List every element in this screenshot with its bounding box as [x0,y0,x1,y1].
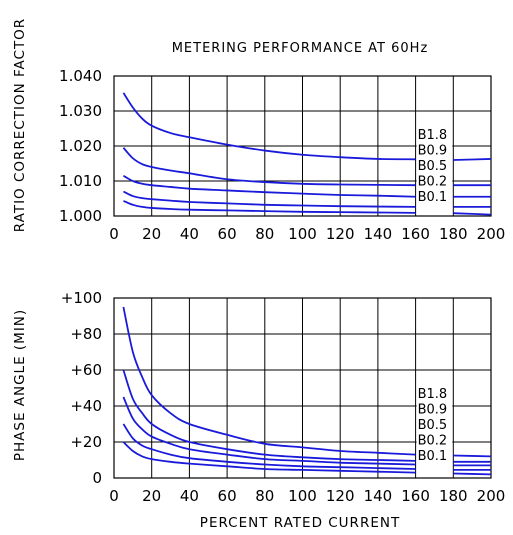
phase-legend-background [416,385,453,477]
ratio-correction-plot: 0 20 40 60 80 100 120 140 160 180 200 1.000 1.010 1.0… [59,67,505,243]
ratio-y-tick-label: 1.010 [59,172,102,190]
phase-series-line-B18-tail [453,454,492,458]
ratio-series-line-B09 [122,147,416,187]
phase-series-line-B02 [122,423,416,470]
phase-y-tick-label: +40 [70,397,102,415]
phase-series-line-B01 [122,441,416,474]
x-axis-label: PERCENT RATED CURRENT [200,515,400,531]
phase-x-tick-label: 100 [288,487,317,505]
chart-title: METERING PERFORMANCE AT 60Hz [172,41,429,56]
phase-x-tick-label: 40 [180,487,199,505]
phase-legend-label: B0.1 [418,449,448,464]
ratio-correction-y-label: RATIO CORRECTION FACTOR [12,18,28,232]
phase-series-line-B01-tail [453,472,492,476]
ratio-x-tick-label: 160 [401,225,430,243]
ratio-x-tick-label: 140 [364,225,393,243]
phase-legend-label: B1.8 [418,387,448,402]
ratio-x-tick-label: 60 [218,225,237,243]
phase-x-tick-label: 0 [109,487,119,505]
phase-x-tick-label: 180 [439,487,468,505]
ratio-x-tick-label: 40 [180,225,199,243]
ratio-x-tick-label: 120 [326,225,355,243]
phase-x-tick-label: 140 [364,487,393,505]
ratio-y-tick-label: 1.030 [59,102,102,120]
phase-y-tick-label: +80 [70,325,102,343]
phase-x-tick-label: 20 [142,487,161,505]
ratio-y-tick-label: 1.000 [59,207,102,225]
ratio-legend-label: B0.2 [418,175,448,190]
phase-series-line-B18 [122,306,416,456]
phase-legend-label: B0.2 [418,434,448,449]
ratio-series-line-B02 [123,190,416,208]
phase-x-tick-label: 200 [477,487,506,505]
phase-x-tick-label: 160 [401,487,430,505]
ratio-y-tick-label: 1.020 [59,137,102,155]
phase-y-tick-label: +100 [61,289,102,307]
phase-x-tick-label: 60 [218,487,237,505]
ratio-y-tick-label: 1.040 [59,67,102,85]
phase-legend-label: B0.9 [418,403,448,418]
ratio-legend-background [416,126,453,215]
ratio-legend-label: B1.8 [418,128,448,143]
phase-angle-plot: 0 20 40 60 80 100 120 140 160 180 200 0 +20 +40 +60 +80… [61,289,506,505]
ratio-series-line-B18 [122,92,416,161]
ratio-x-tick-label: 20 [142,225,161,243]
ratio-legend-label: B0.1 [418,190,448,205]
ratio-series-line-B01 [123,200,416,214]
ratio-series-line-B01-tail [453,212,492,216]
ratio-x-tick-label: 180 [439,225,468,243]
ratio-x-tick-label: 80 [255,225,274,243]
ratio-x-tick-label: 0 [109,225,119,243]
ratio-legend-label: B0.5 [418,159,448,174]
phase-y-tick-label: 0 [92,469,102,487]
ratio-legend-label: B0.9 [418,144,448,159]
phase-y-tick-label: +60 [70,361,102,379]
phase-x-tick-label: 80 [255,487,274,505]
phase-x-tick-label: 120 [326,487,355,505]
phase-series-line-B05 [122,396,416,466]
ratio-x-tick-label: 200 [477,225,506,243]
phase-y-tick-label: +20 [70,433,102,451]
ratio-series-line-B05 [122,174,416,198]
phase-angle-y-label: PHASE ANGLE (MIN) [12,309,28,461]
phase-series-line-B09 [122,369,416,462]
ratio-x-tick-label: 100 [288,225,317,243]
phase-legend-label: B0.5 [418,418,448,433]
ratio-series-line-B18-tail [453,158,492,161]
